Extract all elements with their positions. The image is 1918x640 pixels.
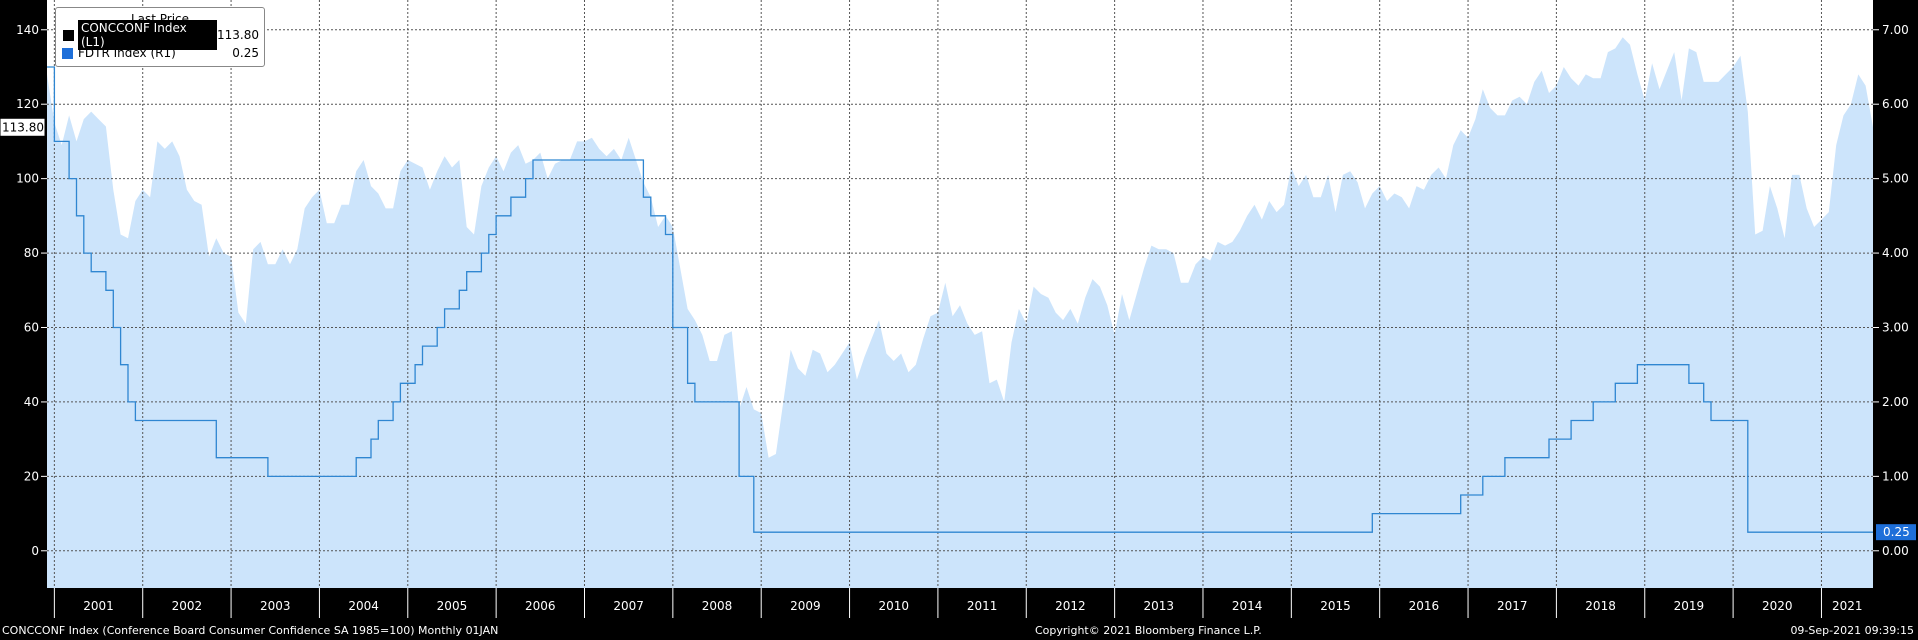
x-tick-label: 2012 — [1055, 599, 1086, 613]
x-tick-label: 2001 — [83, 599, 114, 613]
y-right-tick-label: 6.00 — [1882, 97, 1909, 111]
x-tick-label: 2013 — [1144, 599, 1175, 613]
y-right-tick-label: 0.00 — [1882, 544, 1909, 558]
marker-label: 0.25 — [1883, 525, 1910, 539]
y-left-tick-label: 0 — [31, 544, 39, 558]
series-area-concconf — [47, 37, 1873, 588]
legend-item-value: 0.25 — [232, 46, 259, 60]
legend-item-label: CONCCONF Index (L1) — [77, 20, 217, 50]
last-value-marker-right: 0.25 — [1876, 524, 1916, 541]
x-tick-label: 2018 — [1585, 599, 1616, 613]
x-tick-label: 2020 — [1762, 599, 1793, 613]
legend-box: Last Price CONCCONF Index (L1) 113.80 FD… — [55, 7, 265, 67]
y-right-tick-label: 7.00 — [1882, 23, 1909, 37]
x-tick-label: 2015 — [1320, 599, 1351, 613]
legend-item-label: FDTR Index (R1) — [78, 46, 176, 60]
x-tick-label: 2006 — [525, 599, 556, 613]
y-left-tick-label: 120 — [16, 97, 39, 111]
x-tick-label: 2008 — [702, 599, 733, 613]
x-tick-label: 2011 — [967, 599, 998, 613]
x-tick-label: 2004 — [348, 599, 379, 613]
y-right-tick-label: 3.00 — [1882, 320, 1909, 334]
marker-box — [0, 117, 46, 137]
x-tick-label: 2009 — [790, 599, 821, 613]
y-left-tick-label: 40 — [24, 395, 39, 409]
y-left-tick-label: 60 — [24, 320, 39, 334]
legend-swatch-blue — [62, 47, 73, 59]
x-tick-label: 2019 — [1674, 599, 1705, 613]
y-left-tick-label: 80 — [24, 246, 39, 260]
footer-timestamp: 09-Sep-2021 09:39:15 — [1790, 624, 1914, 637]
marker-box — [1876, 524, 1916, 541]
legend-item-value: 113.80 — [217, 28, 259, 42]
legend-item-concconf: CONCCONF Index (L1) 113.80 — [56, 20, 264, 50]
footer-copyright: Copyright© 2021 Bloomberg Finance L.P. — [1035, 624, 1262, 637]
marker-label: 113.80 — [2, 120, 44, 134]
y-right-tick-label: 2.00 — [1882, 395, 1909, 409]
x-tick-label: 2010 — [878, 599, 909, 613]
y-left-tick-label: 100 — [16, 172, 39, 186]
y-right-tick-label: 1.00 — [1882, 469, 1909, 483]
series-line-fdtr — [47, 66, 1873, 533]
x-tick-label: 2017 — [1497, 599, 1528, 613]
x-tick-label: 2003 — [260, 599, 291, 613]
plot-area — [41, 0, 1879, 618]
x-tick-label: 2021 — [1832, 599, 1863, 613]
y-left-tick-label: 140 — [16, 23, 39, 37]
legend-swatch-black — [62, 28, 75, 42]
x-tick-label: 2016 — [1409, 599, 1440, 613]
y-right-tick-label: 5.00 — [1882, 172, 1909, 186]
legend-item-fdtr: FDTR Index (R1) 0.25 — [56, 44, 264, 62]
footer-series-description: CONCCONF Index (Conference Board Consume… — [2, 624, 499, 637]
x-tick-label: 2014 — [1232, 599, 1263, 613]
last-value-marker-left: 113.80 — [0, 117, 46, 137]
y-right-tick-label: 4.00 — [1882, 246, 1909, 260]
x-tick-label: 2002 — [172, 599, 203, 613]
y-left-tick-label: 20 — [24, 469, 39, 483]
x-tick-label: 2005 — [437, 599, 468, 613]
x-tick-label: 2007 — [613, 599, 644, 613]
